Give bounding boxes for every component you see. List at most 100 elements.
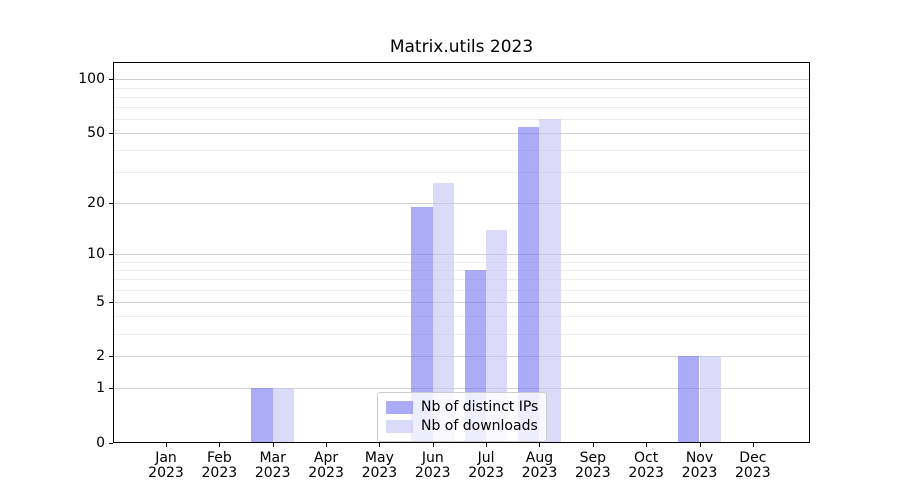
x-tick-year: 2023 [361,465,398,481]
x-tick-label: Sep 2023 [563,451,623,481]
y-tick-mark [109,79,113,81]
x-tick-year: 2023 [521,465,558,481]
x-tick-label: Dec 2023 [723,451,783,481]
legend: Nb of distinct IPs Nb of downloads [377,392,547,442]
x-tick-mark [592,443,594,447]
gridline-minor [113,150,810,152]
x-tick-year: 2023 [574,465,611,481]
x-tick-month: Nov [685,450,714,466]
legend-item-downloads: Nb of downloads [386,417,538,436]
bar-downloads [539,119,561,443]
bar-downloads [432,183,455,443]
gridline-minor [113,289,810,291]
y-tick-label: 50 [87,125,105,142]
y-tick-mark [109,301,113,303]
bar-downloads [486,229,508,443]
y-tick-mark [109,388,113,390]
plot-frame [113,62,810,443]
x-tick-month: Oct [634,450,659,466]
x-tick-mark [432,443,434,447]
legend-label-distinct-ips: Nb of distinct IPs [421,399,539,415]
y-tick-label: 2 [96,348,105,365]
x-tick-label: Jan 2023 [136,451,196,481]
gridline-major [113,133,810,135]
bar-distinct-ips [411,206,433,443]
x-tick-label: Mar 2023 [243,451,303,481]
gridline-major [113,301,810,303]
x-tick-month: Jan [155,450,177,466]
x-tick-mark [219,443,221,447]
y-tick-mark [109,443,113,444]
bar-downloads [272,388,294,443]
gridline-minor [113,172,810,174]
y-tick-label: 100 [78,71,105,88]
gridline-major [113,79,810,81]
x-tick-month: Dec [739,450,767,466]
gridline-major [113,254,810,256]
x-tick-year: 2023 [628,465,664,481]
x-tick-mark [486,443,488,447]
y-tick-label: 0 [96,435,105,451]
y-tick-mark [109,356,113,358]
x-tick-year: 2023 [148,465,184,481]
x-tick-year: 2023 [308,465,344,481]
x-tick-mark [272,443,274,447]
bar-distinct-ips [251,388,273,443]
x-tick-label: Oct 2023 [616,451,676,481]
x-tick-year: 2023 [468,465,504,481]
x-tick-mark [699,443,701,447]
x-tick-mark [379,443,381,447]
gridline-minor [113,261,810,263]
x-tick-month: Apr [313,450,339,466]
x-tick-label: Aug 2023 [509,451,569,481]
legend-label-downloads: Nb of downloads [421,418,538,434]
gridline-minor [113,279,810,281]
chart-title: Matrix.utils 2023 [389,37,534,57]
gridline-minor [113,316,810,318]
x-tick-month: May [364,450,394,466]
gridline-major [113,203,810,205]
x-tick-month: Feb [206,450,232,466]
gridline-minor [113,269,810,271]
x-tick-year: 2023 [735,465,771,481]
x-tick-label: Jun 2023 [403,451,463,481]
x-tick-mark [539,443,541,447]
x-tick-label: May 2023 [349,451,409,481]
x-tick-month: Jun [421,450,444,466]
x-tick-year: 2023 [254,465,291,481]
x-tick-mark [166,443,167,447]
x-tick-label: Feb 2023 [189,451,249,481]
gridline-minor [113,107,810,109]
x-tick-mark [646,443,648,447]
x-tick-year: 2023 [414,465,451,481]
gridline-major [113,356,810,358]
y-tick-mark [109,203,113,205]
y-tick-mark [109,254,113,256]
gridline-minor [113,333,810,335]
x-tick-mark [752,443,754,447]
legend-item-distinct-ips: Nb of distinct IPs [386,398,538,417]
y-tick-label: 5 [96,293,105,310]
gridline-minor [113,87,810,89]
gridline-minor [113,119,810,121]
x-tick-label: Jul 2023 [456,451,516,481]
x-tick-label: Apr 2023 [296,451,356,481]
legend-swatch-downloads [386,420,413,433]
y-tick-label: 1 [96,380,105,397]
gridline-major [113,388,810,390]
x-tick-month: Sep [579,450,606,466]
bar-distinct-ips [678,356,700,443]
x-tick-month: Jul [477,450,495,466]
bar-downloads [699,356,721,443]
legend-swatch-distinct-ips [386,401,413,414]
y-tick-label: 20 [87,195,105,212]
x-tick-label: Nov 2023 [670,451,730,481]
bar-distinct-ips [518,127,540,443]
x-tick-month: Mar [259,450,286,466]
x-tick-mark [326,443,328,447]
gridline-minor [113,96,810,98]
y-tick-label: 10 [87,246,105,263]
x-tick-year: 2023 [201,465,238,481]
y-tick-mark [109,133,113,135]
